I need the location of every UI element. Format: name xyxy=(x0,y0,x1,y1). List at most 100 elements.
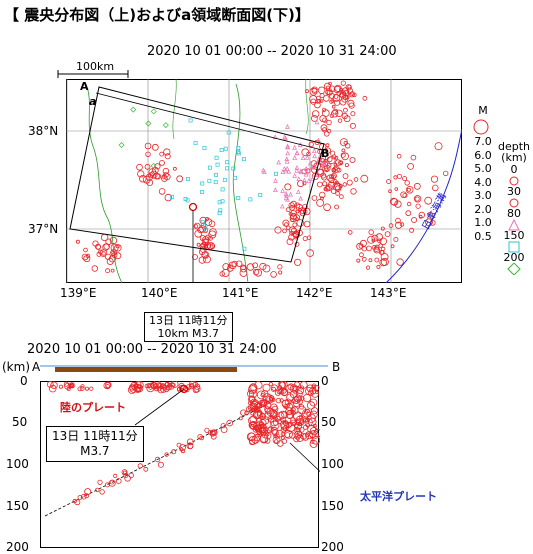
epicenter-point xyxy=(288,226,297,235)
epicenter-point-deep xyxy=(220,187,225,192)
epicenter-point xyxy=(390,244,395,249)
legend-m-value: 2.0 xyxy=(474,202,492,216)
epicenter-point xyxy=(371,244,377,250)
hypocenter-point xyxy=(268,381,273,387)
legend-depth-title: depth xyxy=(497,140,531,153)
epicenter-point-mid xyxy=(303,171,309,177)
hypocenter-point xyxy=(290,417,296,424)
epicenter-point xyxy=(341,112,348,120)
hypocenter-point xyxy=(95,487,100,493)
epicenter-point-deep xyxy=(217,200,222,205)
epicenter-point xyxy=(330,99,335,103)
legend-depth-symbol xyxy=(508,241,520,253)
hypocenter-point xyxy=(77,495,83,500)
hypocenter-point xyxy=(127,385,136,394)
epicenter-point-deepest xyxy=(118,142,125,149)
epicenter-point-mid xyxy=(311,148,317,154)
hypocenter-point xyxy=(179,444,186,451)
hypocenter-point xyxy=(271,384,278,391)
epicenter-point-deep xyxy=(213,180,218,185)
epicenter-point-mid xyxy=(284,192,289,198)
epicenter-point xyxy=(362,95,368,101)
epicenter-point xyxy=(427,211,434,218)
epicenter-point-mid xyxy=(298,168,304,174)
hypocenter-point xyxy=(271,405,279,413)
epicenter-point xyxy=(328,92,335,99)
epicenter-point xyxy=(163,148,171,156)
epicenter-point xyxy=(350,111,356,117)
map-period: 2020 10 01 00:00 -- 2020 10 31 24:00 xyxy=(147,44,397,59)
hypocenter-point xyxy=(299,381,308,389)
epicenter-point xyxy=(371,238,376,243)
epicenter-point xyxy=(146,179,154,186)
epicenter-point xyxy=(200,242,207,249)
epicenter-point xyxy=(309,95,318,104)
epicenter-point-mid xyxy=(300,155,306,161)
lon-label-139: 139°E xyxy=(60,286,97,300)
epicenter-point-deep xyxy=(248,197,253,202)
epicenter-point xyxy=(347,230,353,235)
hypocenter-point xyxy=(310,439,315,444)
epicenter-point xyxy=(329,113,334,118)
hypocenter-point xyxy=(294,394,303,403)
epicenter-point xyxy=(277,264,283,270)
epicenter-point xyxy=(311,195,318,201)
cross-section-plot xyxy=(40,381,320,548)
legend-m-value: 3.0 xyxy=(474,189,492,202)
epicenter-point xyxy=(331,104,336,109)
epicenter-point-mid xyxy=(309,176,315,182)
epicenter-point xyxy=(173,166,177,171)
epicenter-point-deep xyxy=(203,227,208,232)
hypocenter-point xyxy=(300,432,307,440)
epicenter-point xyxy=(136,163,143,171)
epicenter-point xyxy=(193,222,201,230)
epicenter-point xyxy=(380,257,389,266)
legend-depth-value: 80 xyxy=(507,207,521,220)
hypocenter-point xyxy=(113,473,118,479)
epicenter-point xyxy=(198,225,207,233)
plate-boundary-line xyxy=(44,402,271,517)
epicenter-point xyxy=(319,93,325,99)
legend-depth-unit: (km) xyxy=(501,151,527,164)
epicenter-point xyxy=(396,258,404,266)
epicenter-points xyxy=(75,80,449,278)
epicenter-point xyxy=(227,265,234,272)
epicenter-point-mid xyxy=(321,161,326,167)
region-a-label: a xyxy=(89,95,97,108)
epicenter-point-deepest xyxy=(150,108,157,115)
epicenter-point xyxy=(333,162,338,167)
epicenter-point xyxy=(349,91,355,96)
legend-depth-value: 0 xyxy=(510,163,518,176)
epicenter-point-mid xyxy=(282,134,288,140)
legend-m-value: 6.0 xyxy=(474,148,492,162)
hypocenter-point xyxy=(249,415,258,424)
epicenter-point xyxy=(332,182,341,191)
epicenter-point-mid xyxy=(313,172,319,178)
epicenter-point xyxy=(145,151,151,157)
hypocenter-point xyxy=(84,488,92,496)
epicenter-point-mid xyxy=(276,159,282,165)
hypocenter-point xyxy=(282,420,287,425)
epicenter-point xyxy=(295,203,303,212)
epicenter-point-mid xyxy=(304,154,310,160)
epicenter-point-deepest xyxy=(162,122,169,129)
epicenter-point xyxy=(328,81,332,86)
hypocenter-point xyxy=(278,388,284,394)
hypocenter-point xyxy=(253,407,259,413)
pacific-leader xyxy=(289,442,320,473)
epicenter-point xyxy=(110,268,115,273)
hypocenter-point xyxy=(46,381,54,388)
epicenter-point xyxy=(144,142,152,150)
epicenter-point xyxy=(316,168,325,177)
epicenter-point xyxy=(326,156,333,163)
epicenter-point xyxy=(339,138,348,147)
hypocenter-point xyxy=(50,381,58,389)
epicenter-point xyxy=(325,85,330,90)
hypocenter-point xyxy=(263,432,272,440)
epicenter-point xyxy=(98,249,103,255)
hypocenter-point xyxy=(307,425,317,434)
epicenter-point-deep xyxy=(214,155,219,160)
epicenter-point-mid xyxy=(314,119,320,125)
hypocenter-point xyxy=(280,431,286,437)
epicenter-point xyxy=(231,260,238,267)
